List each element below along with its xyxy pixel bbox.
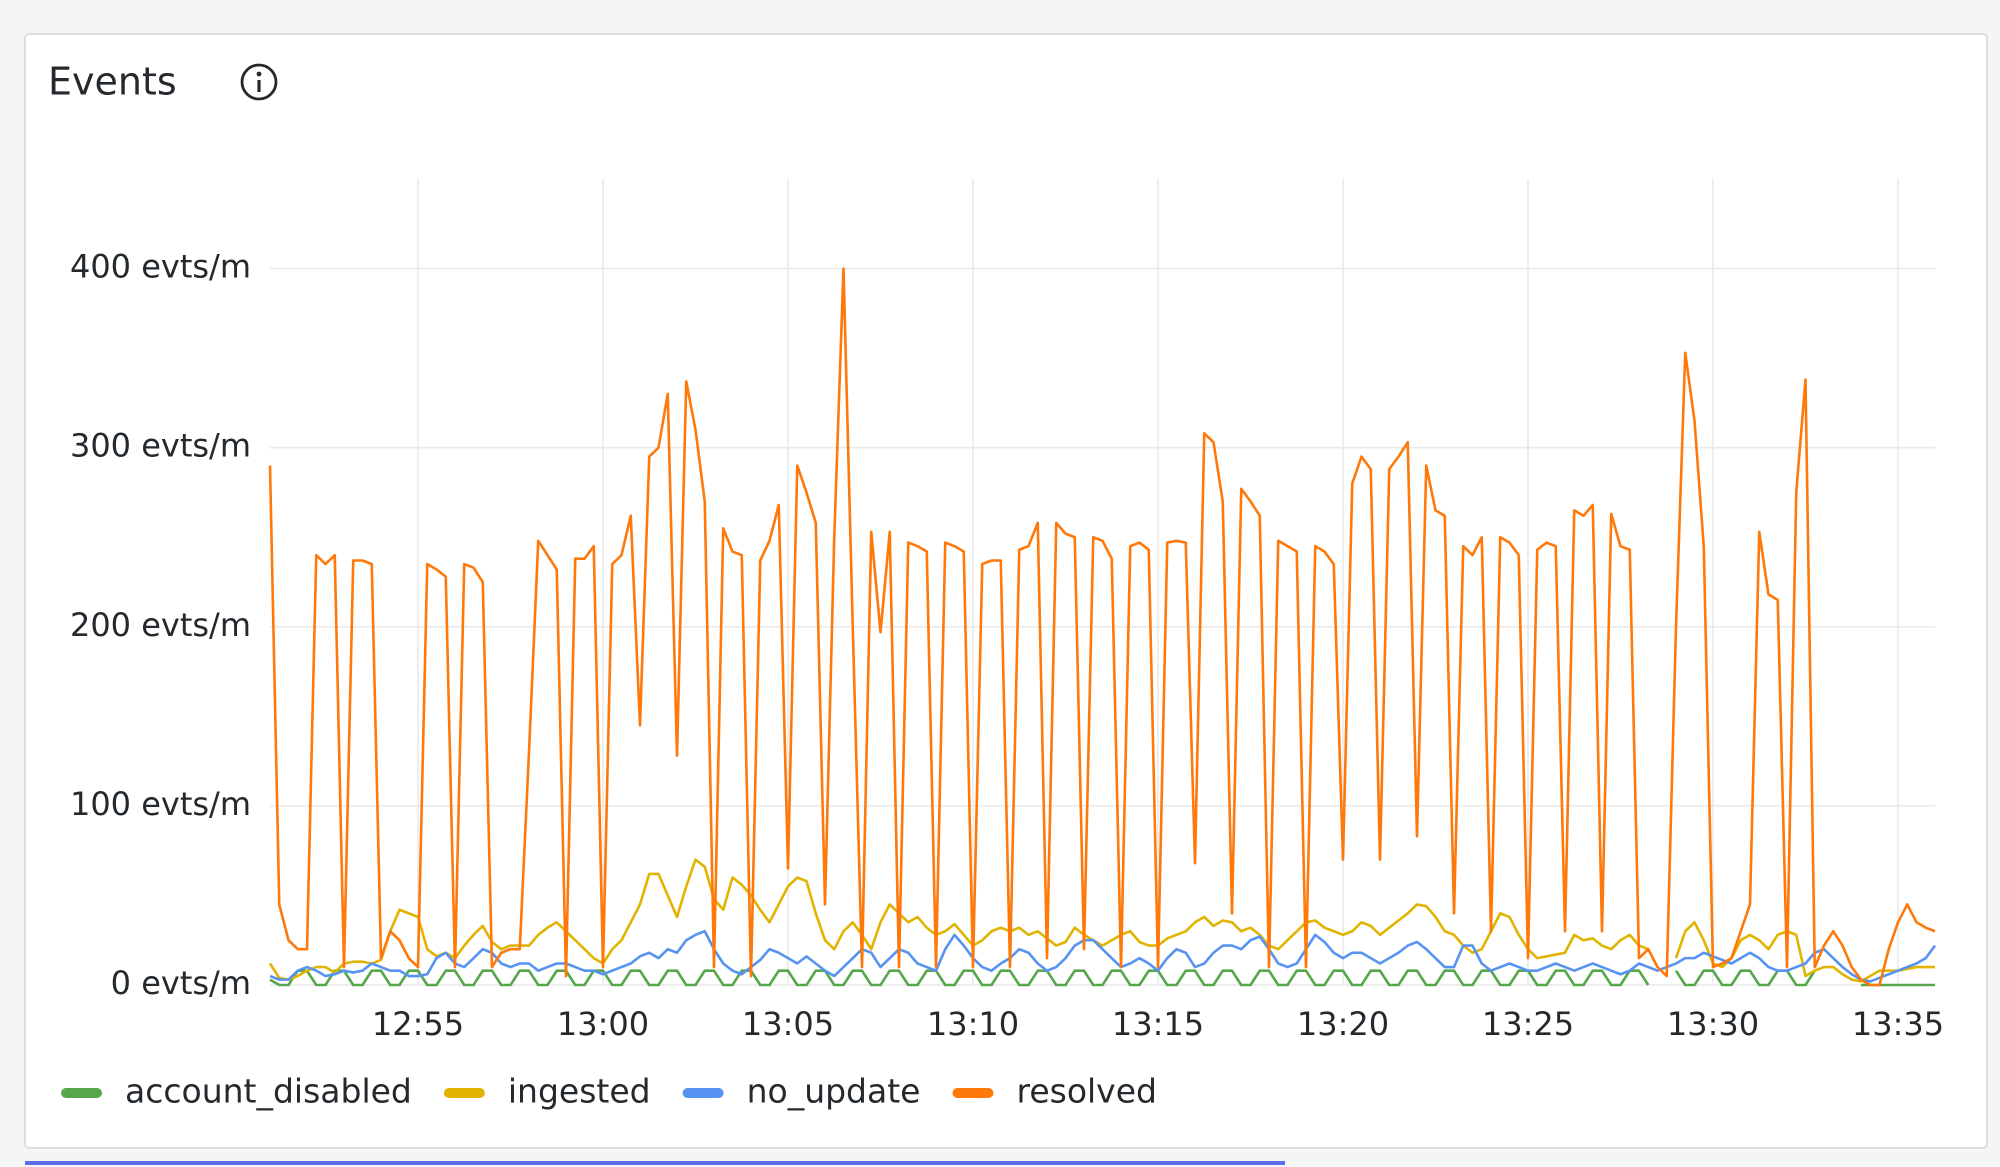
legend-item[interactable]: resolved [952,1072,1157,1111]
x-tick-label: 13:00 [557,1005,649,1043]
y-tick-label: 400 evts/m [70,248,251,286]
panel-title: Events [48,60,177,104]
series-line [268,267,1936,987]
x-tick-label: 13:15 [1112,1005,1204,1043]
x-tick-label: 13:20 [1297,1005,1389,1043]
y-tick-label: 300 evts/m [70,427,251,465]
legend-label[interactable]: ingested [508,1072,651,1111]
info-circle[interactable] [240,63,278,101]
legend-swatch [443,1088,485,1098]
legend-label[interactable]: resolved [1016,1072,1156,1111]
legend-swatch [682,1088,724,1098]
x-tick-label: 13:25 [1482,1005,1574,1043]
x-tick-label: 12:55 [372,1005,464,1043]
panel-card [24,33,1988,1149]
y-tick-label: 200 evts/m [70,606,251,644]
legend-label[interactable]: account_disabled [125,1072,412,1111]
legend-swatch [61,1088,102,1098]
legend-label[interactable]: no_update [747,1072,921,1111]
x-tick-label: 13:05 [742,1005,834,1043]
info-icon[interactable] [240,63,278,101]
x-tick-label: 13:30 [1667,1005,1759,1043]
legend-item[interactable]: ingested [443,1072,651,1111]
series-line [269,929,1937,983]
scroll-indicator [25,1161,1285,1165]
y-tick-label: 0 evts/m [111,964,251,1002]
legend-item[interactable]: account_disabled [61,1072,412,1111]
x-tick-label: 13:35 [1852,1005,1944,1043]
legend-item[interactable]: no_update [682,1072,921,1111]
y-tick-label: 100 evts/m [70,785,251,823]
info-dot[interactable] [256,71,262,77]
x-tick-label: 13:10 [927,1005,1019,1043]
legend-swatch [952,1088,994,1098]
